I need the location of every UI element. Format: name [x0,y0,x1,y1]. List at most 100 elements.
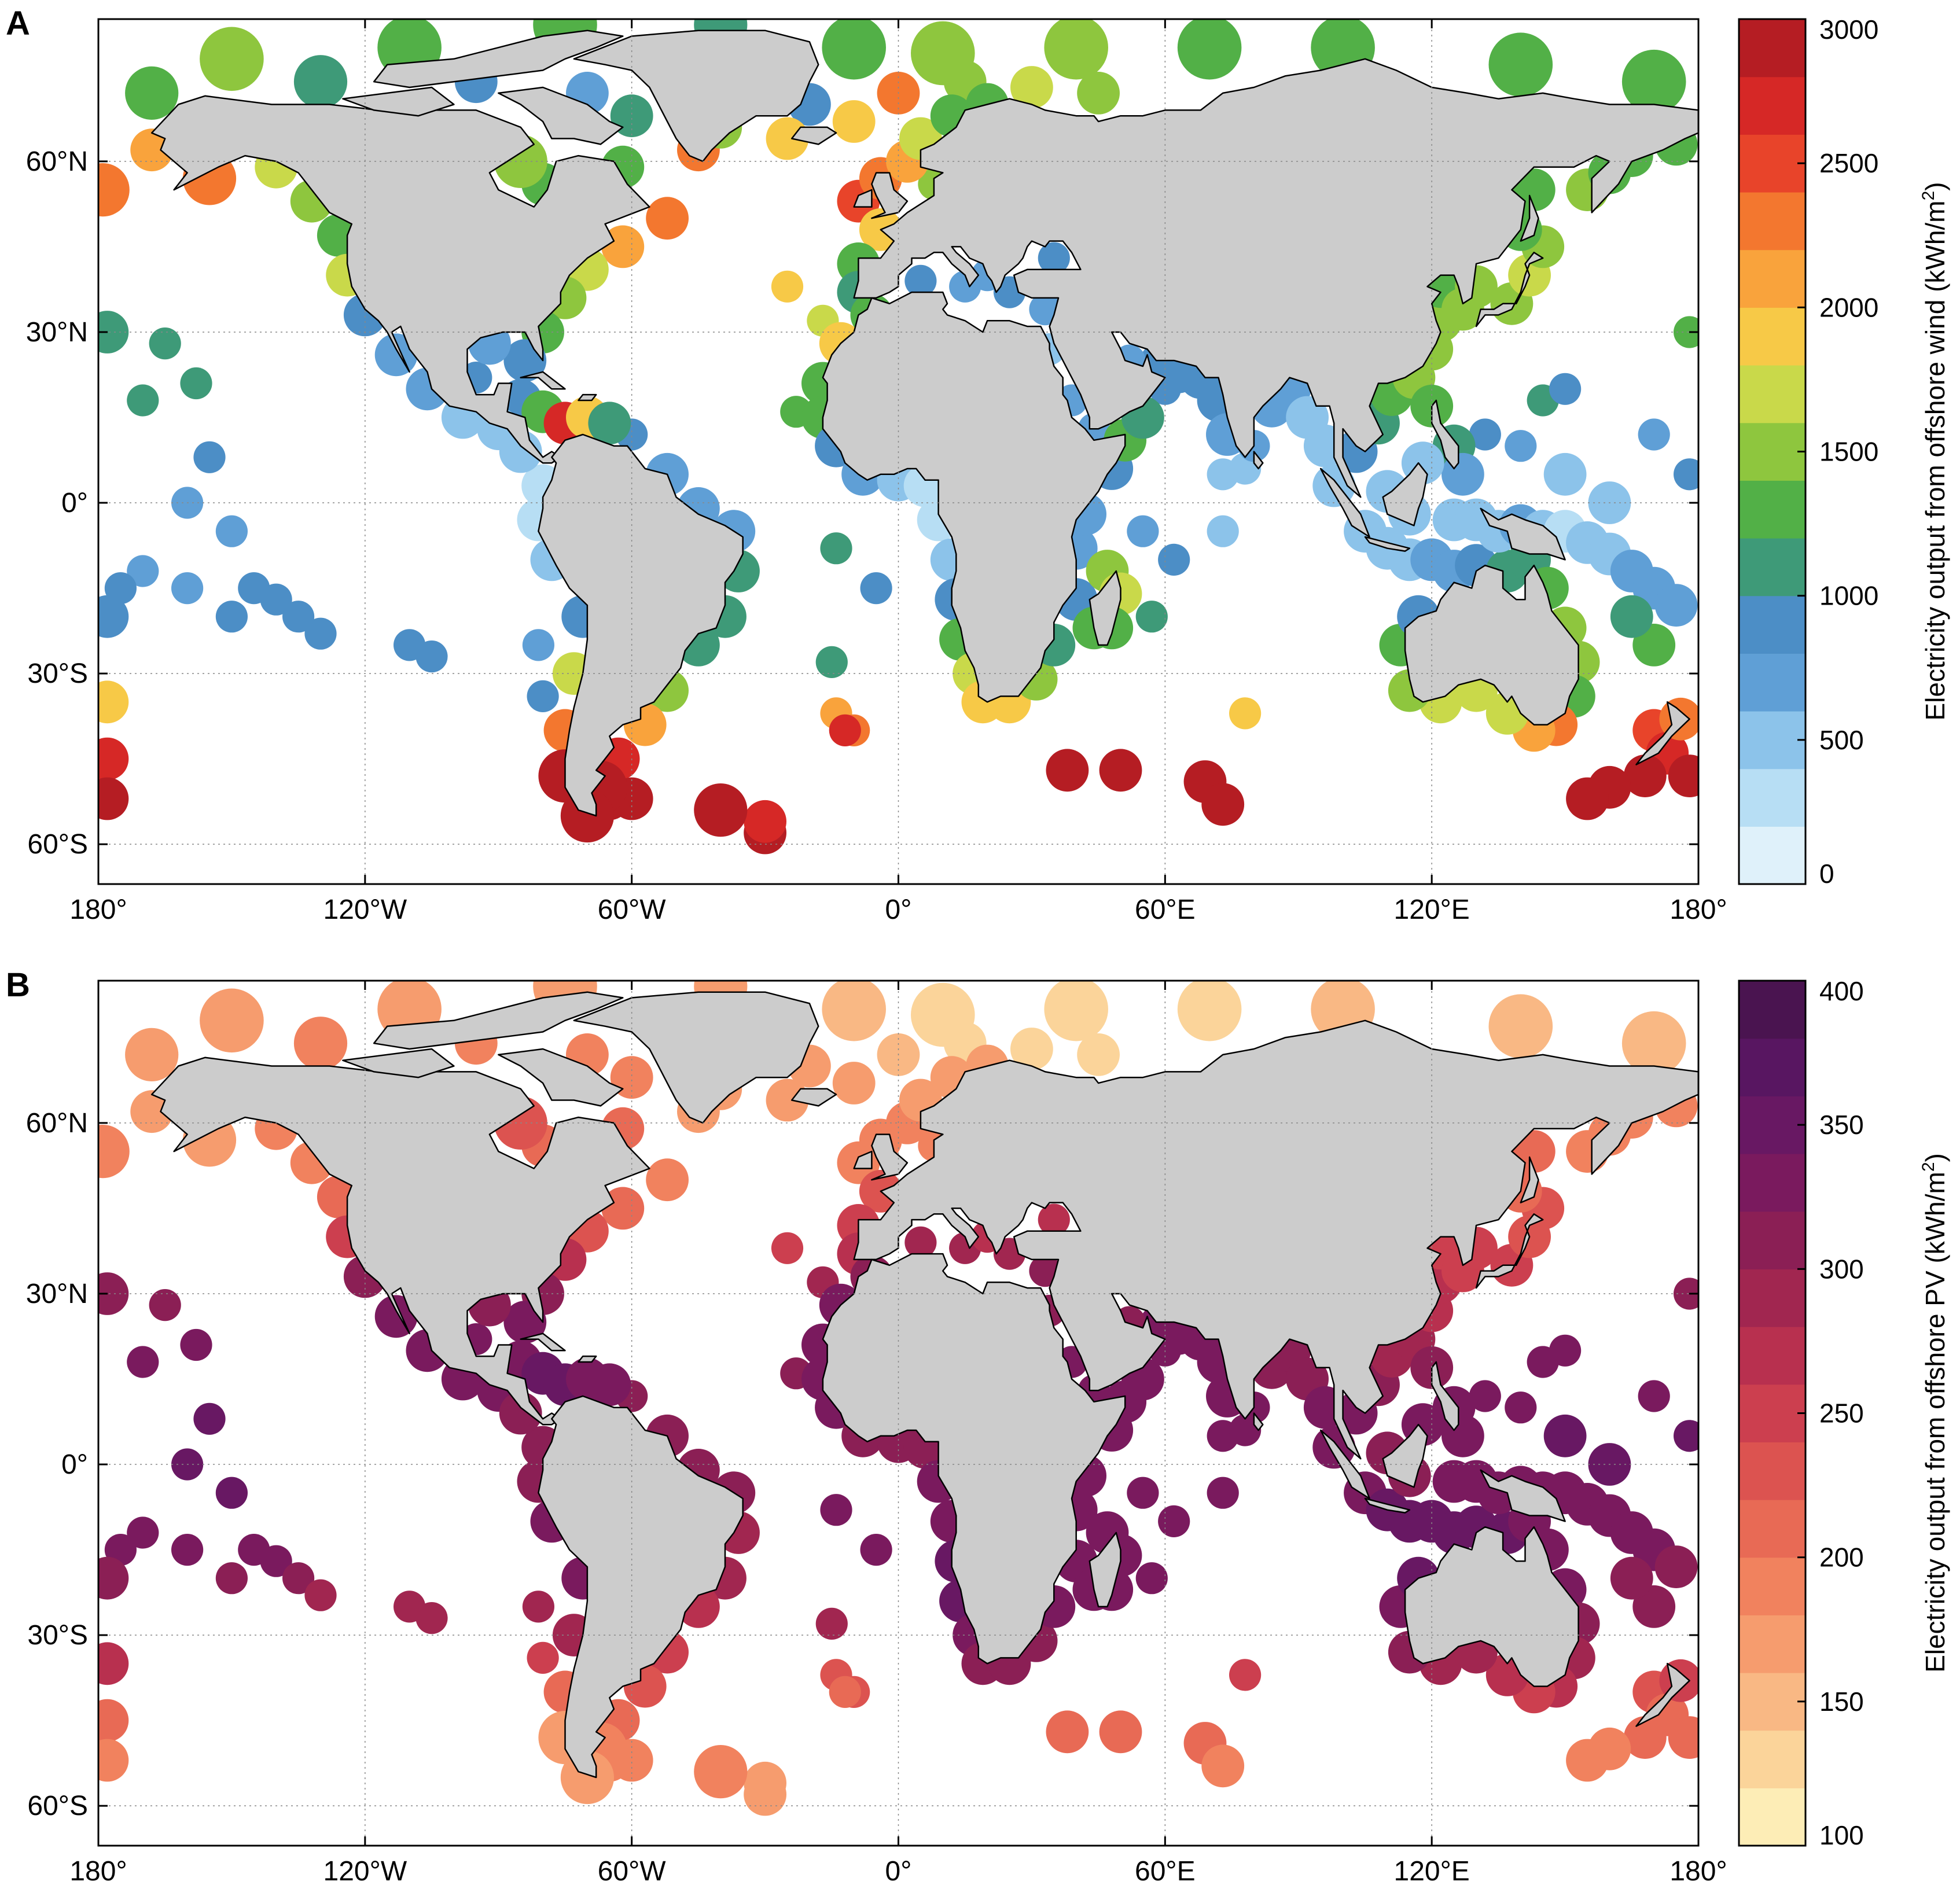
coastal-output-cell [588,1363,631,1407]
coastal-output-cell [822,981,886,1041]
lat-tick-label: 60°S [27,1791,88,1821]
landmass [1520,194,1539,242]
colorbar-tick-label: 200 [1819,1542,1864,1573]
coastal-output-cell [1566,1739,1609,1782]
coastal-output-cell [98,680,129,724]
colorbar-tick-label: 1000 [1819,581,1878,611]
colorbar-tick-label: 300 [1819,1254,1864,1284]
coastal-output-cell [1543,1414,1587,1457]
lat-tick-label: 30°N [26,1279,88,1309]
colorbar-segment [1739,249,1805,308]
coastal-output-cell [1177,19,1242,80]
coastal-output-cell [1135,601,1168,633]
coastal-output-cell [127,1516,159,1549]
coastal-output-cell [499,1391,542,1435]
landmass [853,58,1698,498]
landmass [1319,467,1370,538]
landmass [790,126,837,145]
colorbar-segment [1739,768,1805,827]
panel-b-colorbar-ticks: 100 150 200 250 300 350 400 [1797,976,1864,1850]
landmass [150,95,650,464]
colorbar-tick-label: 150 [1819,1687,1864,1717]
coastal-output-cell [1077,71,1120,115]
coastal-output-cell [1549,1334,1582,1367]
landmass [1253,1412,1264,1431]
coastal-output-cell [149,1289,181,1321]
colorbar-segment [1739,1673,1805,1731]
panel-b-lat-ticks: 60°N 30°N 0° 30°S 60°S [26,1108,1698,1821]
coastal-output-cell [1010,66,1053,109]
panel-a-colorbar [1738,18,1807,885]
coastal-output-cell [1046,749,1089,792]
landmass [1089,1531,1121,1608]
coastal-output-cell [200,27,264,91]
coastal-output-cell [1201,783,1245,826]
coastal-output-cell [1674,1420,1698,1452]
lon-tick-label: 0° [885,894,912,925]
landmass [1364,536,1411,552]
coastal-output-cell [1623,1716,1667,1759]
landmass [1520,1156,1539,1203]
coastal-output-cell [282,601,315,633]
panel-b-land [150,991,1698,1779]
landmass [1475,1213,1544,1289]
coastal-output-cell [1158,1505,1190,1537]
coastal-output-cell [98,1272,129,1315]
coastal-output-cell [860,1534,892,1566]
coastal-output-cell [215,1562,248,1595]
coastal-output-cell [98,163,130,217]
panel-b-lon-ticks: 180° 120°W 60°W 0° 60°E 120°E 180° [69,981,1727,1885]
coastal-output-cell [193,1402,226,1435]
coastal-output-cell [1201,1744,1245,1788]
landmass [342,1048,455,1078]
coastal-output-cell [911,21,975,86]
coastal-output-cell [1038,242,1070,274]
coastal-output-cell [304,617,337,650]
landmass [1089,570,1121,646]
coastal-output-cell [415,1602,448,1634]
coastal-output-cell [200,988,264,1053]
panel-a-grid [98,19,1698,884]
coastal-output-cell [1127,515,1159,547]
coastal-output-cell [522,1591,555,1623]
landmass [1431,399,1459,470]
colorbar-segment [1739,76,1805,135]
coastal-output-cell [1044,981,1108,1041]
coastal-output-cell [1127,1477,1159,1509]
coastal-output-cell [1549,373,1582,405]
coastal-output-cell [646,1158,689,1202]
coastal-output-cell [98,1642,129,1685]
coastal-output-cell [98,777,129,820]
coastal-output-cell [1638,418,1670,451]
coastal-output-cell [1621,1011,1686,1076]
lon-tick-label: 180° [69,894,127,925]
coastal-output-cell [127,555,159,587]
coastal-output-cell [98,1699,129,1742]
landmass [578,1355,597,1363]
coastal-output-cell [1038,1203,1070,1236]
landmass [1382,462,1428,527]
coastal-output-cell [260,1545,292,1577]
landmass [1253,451,1264,470]
colorbar-segment [1739,1038,1805,1096]
panel-a: A 60°N 30°N 0° 30°S 60°S 180° 120°W 60°W 0° 60°E… [6,5,1950,925]
coastal-output-cell [820,1494,852,1526]
coastal-output-cell [832,1062,876,1105]
coastal-output-cell [215,601,248,633]
coastal-output-cell [1505,1391,1537,1424]
coastal-output-cell [193,441,226,473]
colorbar-segment [1739,1096,1805,1154]
colorbar-segment [1739,595,1805,654]
landmass [373,991,624,1050]
lat-tick-label: 30°N [26,317,88,348]
colorbar-segment [1739,1269,1805,1327]
colorbar-segment [1739,19,1805,78]
coastal-output-cell [832,100,876,143]
colorbar-segment [1739,480,1805,539]
coastal-output-cell [98,311,129,354]
landmass [342,86,455,117]
landmass [1480,1469,1566,1522]
colorbar-tick-label: 500 [1819,725,1864,755]
coastal-output-cell [282,1562,315,1595]
